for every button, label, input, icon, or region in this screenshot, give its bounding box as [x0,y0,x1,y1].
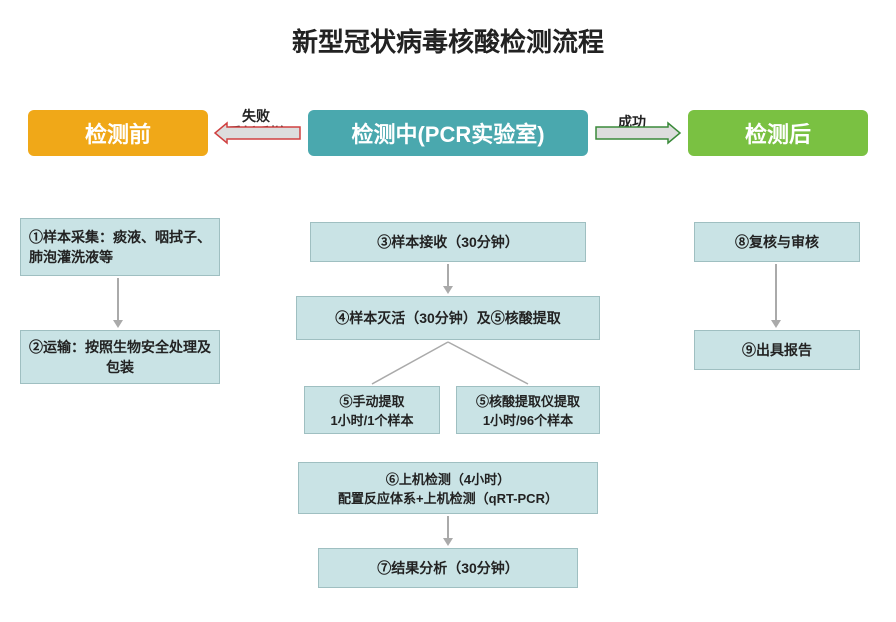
vertical-connectors [0,0,896,622]
